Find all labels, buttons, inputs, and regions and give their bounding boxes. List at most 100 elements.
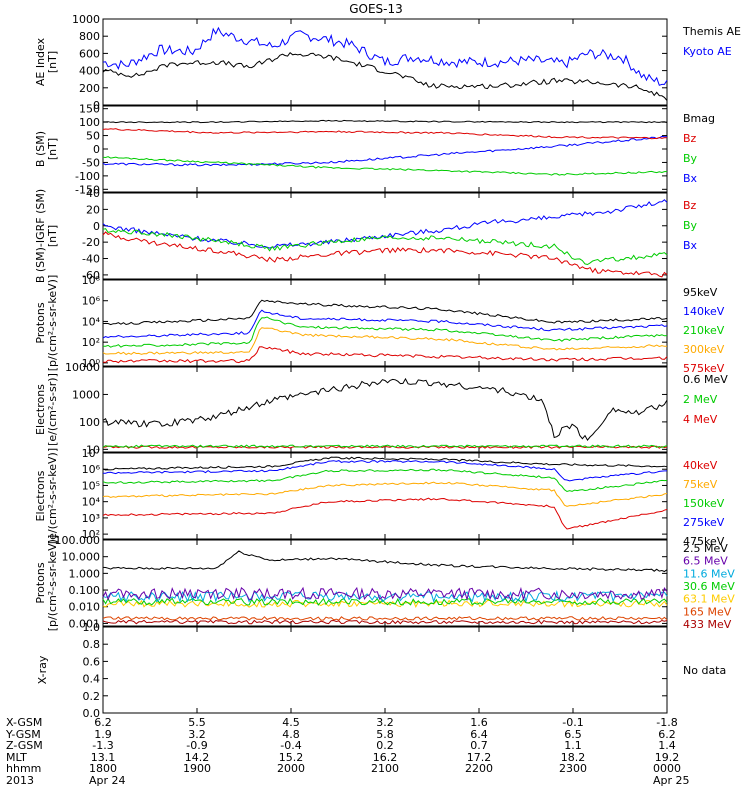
- series-line-2.5-MeV: [102, 550, 668, 573]
- y-tick-label: 100: [79, 416, 100, 429]
- series-line-150keV: [102, 468, 668, 493]
- y-tick-label: 40: [86, 187, 100, 200]
- y-tick-label: 0.001: [69, 617, 101, 630]
- y-tick-label: 0.4: [83, 673, 101, 686]
- ephemeris-value: 4.5: [282, 716, 300, 729]
- y-axis-label: [nT]: [46, 138, 59, 160]
- series-line-75keV: [102, 481, 668, 507]
- y-tick-label: 0.2: [83, 690, 101, 703]
- y-axis-label: Electrons: [34, 470, 47, 521]
- y-axis-label: B (SM): [34, 131, 47, 167]
- y-tick-label: 1000: [72, 388, 100, 401]
- plot-title: GOES-13: [349, 2, 403, 16]
- no-data-annotation: No data: [683, 664, 726, 677]
- ephemeris-value: 0000: [653, 762, 681, 775]
- ephemeris-value: -1.8: [656, 716, 678, 729]
- ephemeris-value: 1.1: [564, 739, 582, 752]
- y-tick-label: 0.8: [83, 638, 101, 651]
- ephemeris-value: Apr 24: [89, 773, 126, 787]
- panel-frame: [102, 18, 668, 106]
- legend-label: 300keV: [683, 343, 725, 356]
- y-tick-label: 1000: [72, 13, 100, 26]
- ephemeris-value: 1.4: [658, 739, 676, 752]
- series-line-275keV: [103, 460, 667, 482]
- ephemeris-row-label: MLT: [6, 750, 27, 764]
- ephemeris-row-label: X-GSM: [6, 716, 43, 729]
- y-axis-label: [nT]: [46, 51, 59, 73]
- ephemeris-value: 6.2: [94, 716, 112, 729]
- legend-label: Bx: [683, 239, 698, 252]
- legend-label: 165 MeV: [683, 605, 732, 618]
- ephemeris-value: 1800: [89, 762, 117, 775]
- y-tick-label: 10⁴: [82, 496, 101, 509]
- legend-label: By: [683, 219, 698, 232]
- series-line-Bmag: [103, 119, 668, 124]
- series-line-Bx: [102, 199, 668, 249]
- legend-label: 150keV: [683, 497, 725, 510]
- y-tick-label: 0.6: [83, 655, 101, 668]
- y-axis-label: Electrons: [34, 384, 47, 435]
- ephemeris-value: Apr 25: [653, 773, 690, 787]
- panel-ae: 1000 800 600 400 200 0 AE Index [nT] Themis AE Ky…: [34, 13, 741, 112]
- ephemeris-value: 2000: [277, 762, 305, 775]
- legend-label: 575keV: [683, 362, 725, 375]
- ephemeris-value: 2200: [465, 762, 493, 775]
- y-axis-label: AE Index: [34, 37, 47, 86]
- panel-frame: [102, 626, 668, 714]
- legend-label: 95keV: [683, 286, 718, 299]
- y-tick-label: 0.0: [83, 707, 101, 720]
- legend-label: 4 MeV: [683, 413, 718, 426]
- y-tick-label: 50: [86, 130, 100, 143]
- ephemeris-value: 14.2: [184, 750, 210, 764]
- ephemeris-value: 17.2: [466, 750, 492, 764]
- y-tick-label: 600: [79, 47, 100, 60]
- series-line-By: [102, 228, 668, 266]
- y-tick-label: 10²: [82, 528, 100, 541]
- ephemeris-value: -1.3: [92, 739, 114, 752]
- y-tick-label: -50: [82, 156, 100, 169]
- panel-protons1: 10⁸ 10⁶ 10⁴ 10² 10⁰ Protons [p/(cm²-s-sr-keV)]…: [34, 274, 725, 375]
- ephemeris-value: 5.8: [376, 727, 394, 741]
- ephemeris-value: 19.2: [654, 750, 680, 764]
- series-line-Themis-AE: [102, 51, 668, 101]
- legend-label: Bmag: [683, 112, 715, 125]
- ephemeris-value: 3.2: [376, 716, 394, 729]
- series-line-Bz: [102, 231, 668, 278]
- ephemeris-value: -0.9: [186, 739, 208, 752]
- legend-label: 275keV: [683, 516, 725, 529]
- series-line-0.6-MeV: [102, 377, 668, 441]
- y-tick-label: -60: [82, 269, 100, 282]
- legend-label: 75keV: [683, 478, 718, 491]
- ephemeris-row-label: hhmm: [6, 762, 42, 775]
- y-tick-label: -40: [82, 253, 100, 266]
- panel-electrons2: 10⁷ 10⁶ 10⁵ 10⁴ 10³ 10² Electrons [e/(cm²-s-sr-…: [34, 447, 725, 548]
- y-tick-label: 200: [79, 82, 100, 95]
- panel-frame: [102, 539, 668, 627]
- y-tick-label: 10⁵: [82, 479, 100, 492]
- series-line-40keV: [102, 497, 668, 530]
- series-line-210keV: [103, 316, 668, 348]
- ephemeris-value: 5.5: [188, 716, 206, 729]
- ephemeris-row-label: Y-GSM: [6, 727, 41, 741]
- ephemeris-value: 6.5: [564, 727, 582, 741]
- y-tick-label: -100: [75, 170, 100, 183]
- series-line-2-MeV: [102, 444, 668, 448]
- series-line-6.5-MeV: [102, 586, 668, 602]
- legend-label: Themis AE: [682, 25, 741, 38]
- legend-label: 433 MeV: [683, 618, 732, 631]
- ephemeris-value: 4.8: [282, 727, 300, 741]
- ephemeris-table: X-GSM Y-GSM Z-GSM MLT hhmm 2013 6.2 1.9 -1.3 13.1…: [0, 716, 750, 800]
- series-line-165-MeV: [102, 616, 668, 621]
- series-line-433-MeV: [102, 619, 668, 625]
- y-tick-label: 10²: [82, 336, 100, 349]
- series-line-575keV: [102, 346, 668, 364]
- series-line-11.6-MeV: [102, 590, 668, 604]
- y-tick-label: 10⁸: [82, 274, 101, 287]
- legend-label: 40keV: [683, 459, 718, 472]
- ephemeris-value: -0.4: [280, 739, 302, 752]
- y-axis-label: Protons: [34, 302, 47, 343]
- legend-label: 140keV: [683, 305, 725, 318]
- series-line-300keV: [102, 327, 667, 356]
- legend-label: 2.5 MeV: [683, 542, 728, 555]
